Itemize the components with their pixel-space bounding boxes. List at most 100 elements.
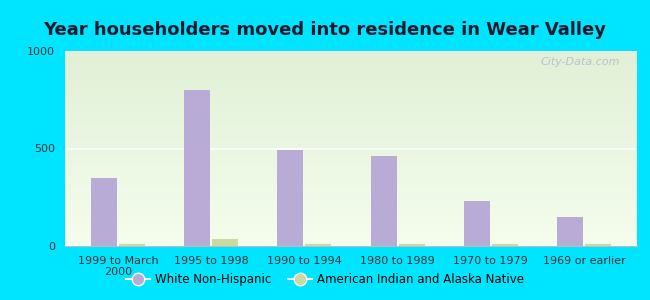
Bar <box>65 223 637 224</box>
Bar <box>65 98 637 100</box>
Bar <box>65 135 637 137</box>
Bar <box>65 199 637 201</box>
Bar <box>65 67 637 68</box>
Bar <box>65 88 637 90</box>
Bar <box>65 154 637 156</box>
Bar <box>65 172 637 174</box>
Text: Year householders moved into residence in Wear Valley: Year householders moved into residence i… <box>44 21 606 39</box>
Bar <box>65 82 637 84</box>
Bar <box>306 244 332 246</box>
Bar <box>65 123 637 125</box>
Bar <box>65 117 637 119</box>
Bar <box>65 188 637 190</box>
Bar <box>65 191 637 193</box>
Bar <box>65 53 637 55</box>
Bar <box>65 180 637 182</box>
Bar <box>370 156 396 246</box>
Bar <box>65 182 637 184</box>
Bar <box>65 90 637 92</box>
Bar <box>65 236 637 238</box>
Bar <box>65 158 637 160</box>
Bar <box>65 244 637 246</box>
Bar <box>65 185 637 188</box>
Bar <box>65 195 637 197</box>
Bar <box>65 145 637 146</box>
Bar <box>65 166 637 168</box>
Bar <box>463 201 490 246</box>
Bar <box>65 229 637 230</box>
Bar <box>65 193 637 195</box>
Bar <box>65 220 637 223</box>
Bar <box>65 137 637 139</box>
Bar <box>65 57 637 59</box>
Bar <box>65 201 637 203</box>
Bar <box>65 238 637 240</box>
Bar <box>119 244 145 246</box>
Bar <box>65 219 637 220</box>
Bar <box>65 80 637 82</box>
Bar <box>65 84 637 86</box>
Bar <box>65 103 637 106</box>
Bar <box>398 244 424 246</box>
Bar <box>65 224 637 226</box>
Bar <box>65 141 637 142</box>
Bar <box>184 90 211 246</box>
Bar <box>65 142 637 145</box>
Bar <box>65 107 637 110</box>
Bar <box>65 170 637 172</box>
Bar <box>65 102 637 103</box>
Bar <box>65 211 637 213</box>
Bar <box>65 162 637 164</box>
Bar <box>65 217 637 219</box>
Bar <box>65 215 637 217</box>
Bar <box>65 174 637 176</box>
Bar <box>65 64 637 67</box>
Bar <box>65 55 637 57</box>
Bar <box>65 213 637 215</box>
Bar <box>65 240 637 242</box>
Bar <box>212 239 239 246</box>
Bar <box>65 203 637 205</box>
Bar <box>585 244 611 246</box>
Bar <box>278 150 304 246</box>
Bar <box>65 150 637 152</box>
Text: City-Data.com: City-Data.com <box>540 57 620 67</box>
Bar <box>65 242 637 244</box>
Bar <box>65 96 637 98</box>
Bar <box>65 190 637 191</box>
Bar <box>65 207 637 209</box>
Bar <box>65 131 637 133</box>
Bar <box>65 184 637 185</box>
Bar <box>65 164 637 166</box>
Bar <box>65 110 637 111</box>
Bar <box>65 63 637 64</box>
Bar <box>65 111 637 113</box>
Bar <box>91 178 117 246</box>
Bar <box>65 148 637 150</box>
Bar <box>65 197 637 199</box>
Bar <box>65 59 637 61</box>
Bar <box>65 234 637 236</box>
Bar <box>65 230 637 232</box>
Bar <box>65 78 637 80</box>
Bar <box>491 244 518 246</box>
Bar <box>65 92 637 94</box>
Bar <box>65 76 637 78</box>
Bar <box>65 94 637 96</box>
Bar <box>65 61 637 63</box>
Bar <box>65 178 637 180</box>
Bar <box>65 209 637 211</box>
Bar <box>65 113 637 115</box>
Bar <box>557 217 583 246</box>
Bar <box>65 232 637 234</box>
Bar <box>65 68 637 70</box>
Bar <box>65 86 637 88</box>
Legend: White Non-Hispanic, American Indian and Alaska Native: White Non-Hispanic, American Indian and … <box>122 269 528 291</box>
Bar <box>65 205 637 207</box>
Bar <box>65 226 637 229</box>
Bar <box>65 129 637 131</box>
Bar <box>65 147 637 148</box>
Bar <box>65 74 637 76</box>
Bar <box>65 156 637 158</box>
Bar <box>65 100 637 102</box>
